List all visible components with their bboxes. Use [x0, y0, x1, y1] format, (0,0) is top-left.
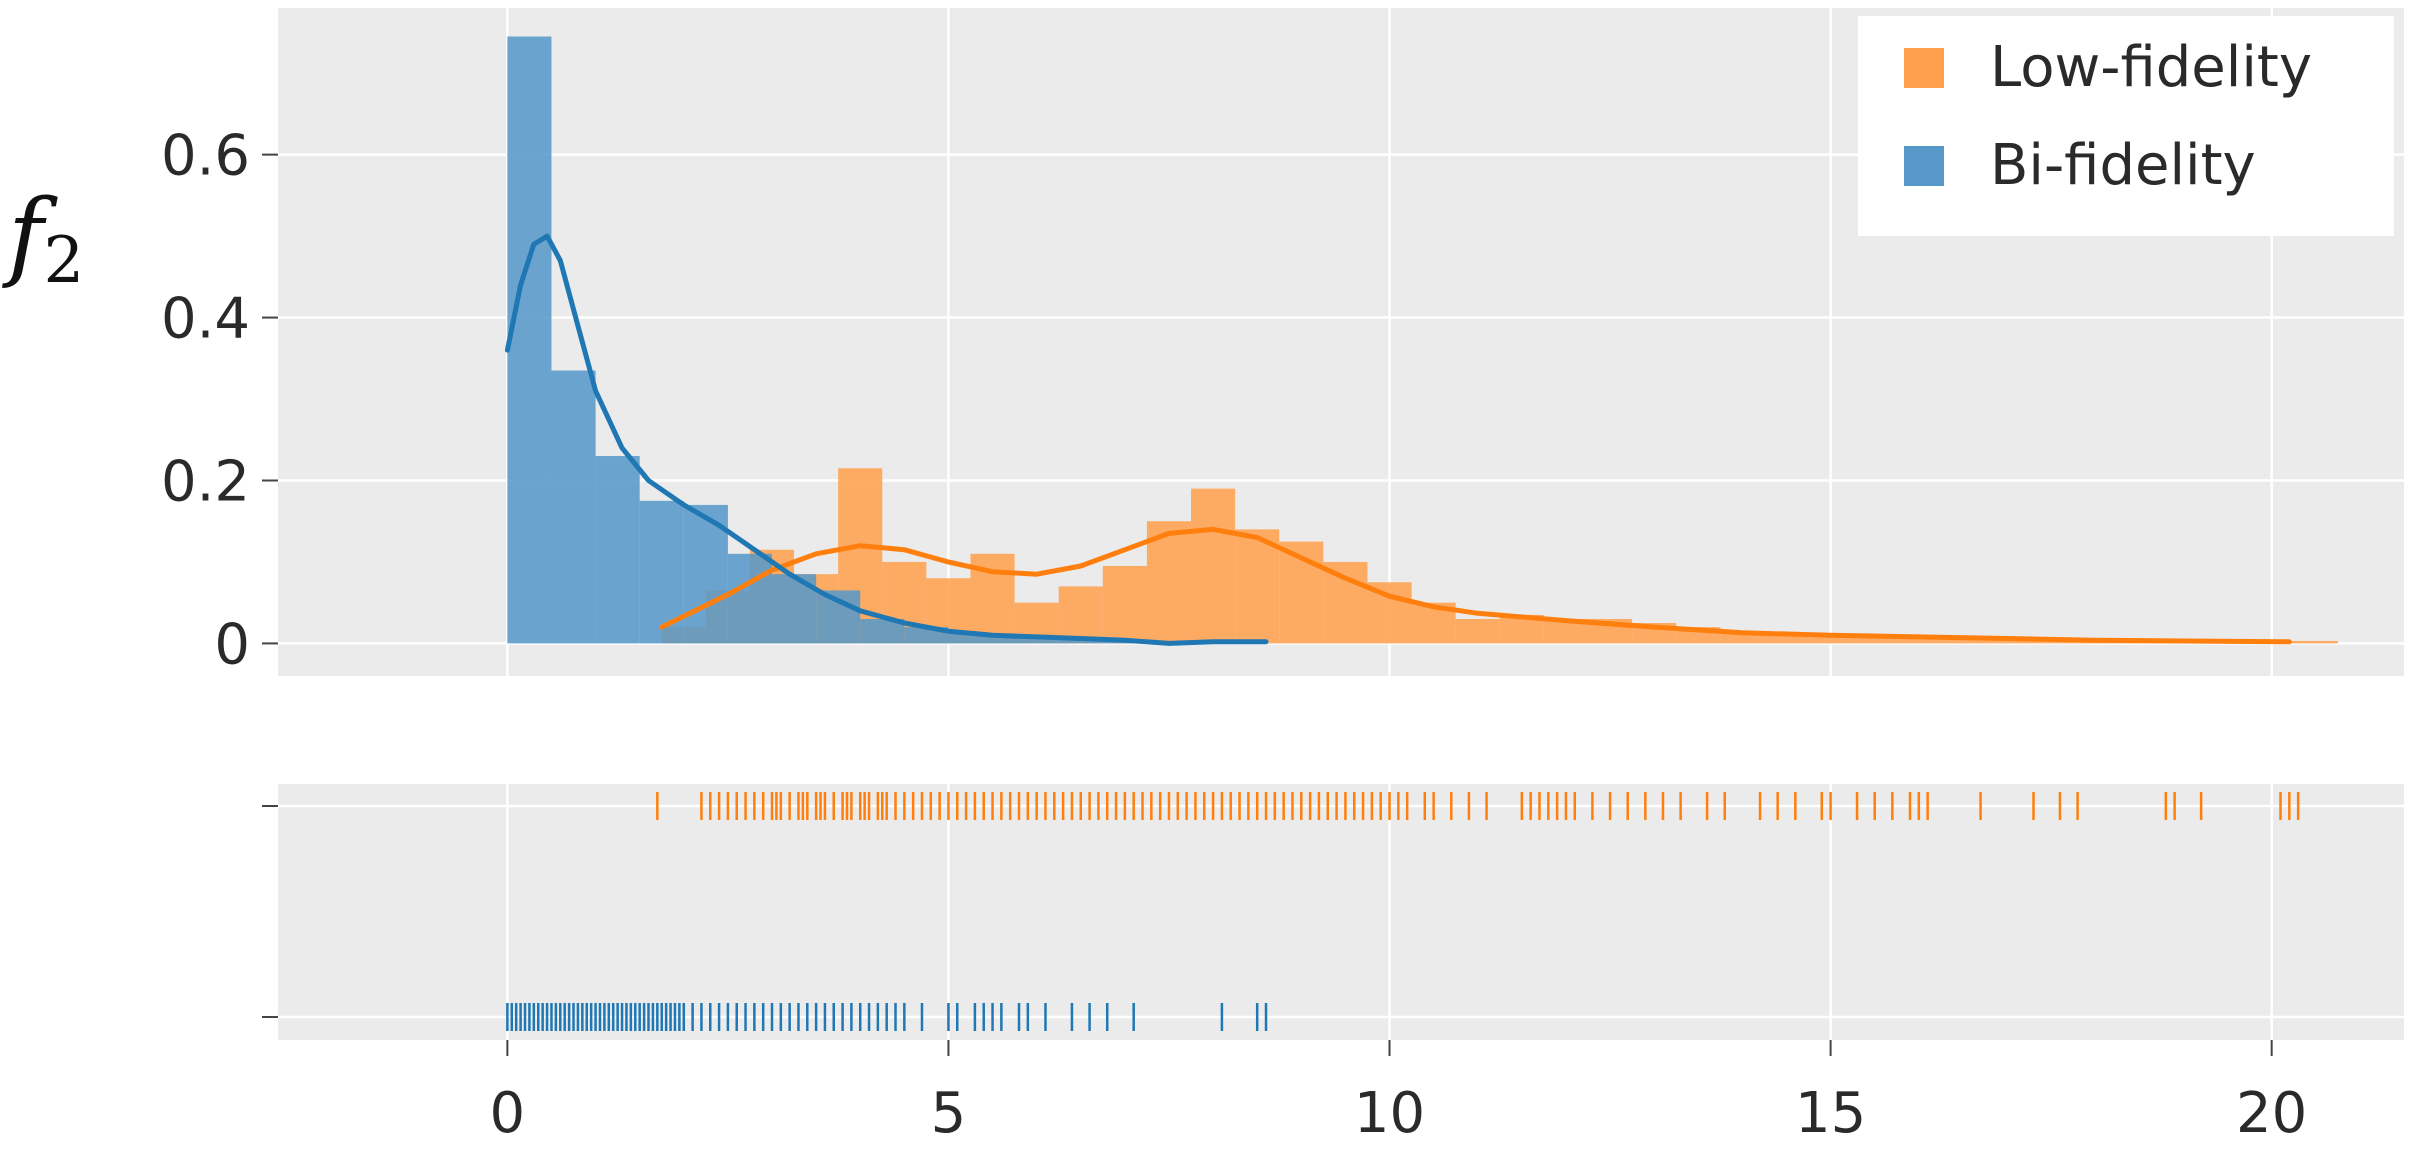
bi-fidelity-bar-10	[948, 633, 993, 644]
kde-curves	[504, 233, 2292, 646]
legend: Low-fidelity Bi-fidelity	[1858, 16, 2394, 236]
low-fidelity-bar-13	[1235, 529, 1280, 644]
y-tick-label-0-2: 0.2	[161, 449, 250, 514]
y-tick-label-0-4: 0.4	[161, 287, 250, 352]
bi-fidelity-bar-1	[551, 370, 596, 644]
bi-fidelity-bar-12	[1036, 638, 1081, 644]
x-tick-label-20: 20	[2236, 1081, 2307, 1146]
legend-label-bi-fidelity: Bi-fidelity	[1990, 133, 2256, 198]
bi-fidelity-bar-11	[992, 635, 1037, 644]
bi-fidelity-bar-2	[595, 456, 640, 644]
low-fidelity-bar-26	[1808, 635, 1853, 644]
x-tick-label-15: 15	[1795, 1081, 1866, 1146]
x-tick-label-10: 10	[1354, 1081, 1425, 1146]
low-fidelity-bar-10	[1102, 566, 1147, 644]
legend-swatch-low-fidelity	[1904, 48, 1944, 88]
bi-fidelity-bar-0	[507, 36, 552, 644]
low-fidelity-bar-29	[1940, 638, 1985, 644]
axis-ticks: 0 5 10 15 20 0 0.2 0.4 0.6	[161, 124, 2307, 1146]
rug-marks	[506, 792, 2300, 1031]
low-fidelity-bar-37	[2293, 640, 2338, 644]
rug-plot-background	[278, 784, 2404, 1040]
bi-fidelity-kde-line	[504, 233, 1269, 646]
low-fidelity-bar-11	[1146, 521, 1192, 644]
low-fidelity-bar-12	[1191, 488, 1236, 644]
y-axis-label-subscript: 2	[44, 224, 85, 298]
y-tick-label-0: 0	[214, 612, 250, 677]
low-fidelity-bar-15	[1323, 561, 1368, 644]
low-fidelity-bar-9	[1058, 586, 1103, 644]
bi-fidelity-bar-5	[727, 553, 773, 644]
x-tick-label-5: 5	[931, 1081, 967, 1146]
y-axis-label: f2	[2, 179, 84, 298]
x-tick-label-0: 0	[490, 1081, 526, 1146]
low-fidelity-bar-30	[1984, 639, 2030, 644]
low-fidelity-bar-27	[1852, 635, 1897, 644]
low-fidelity-kde-line	[659, 526, 2292, 645]
y-tick-label-0-6: 0.6	[161, 124, 250, 189]
legend-label-low-fidelity: Low-fidelity	[1990, 35, 2312, 100]
rug-gridlines	[278, 784, 2404, 1040]
legend-box	[1858, 16, 2394, 236]
low-fidelity-bar-25	[1764, 635, 1809, 644]
low-fidelity-bar-18	[1455, 618, 1500, 644]
legend-swatch-bi-fidelity	[1904, 146, 1944, 186]
